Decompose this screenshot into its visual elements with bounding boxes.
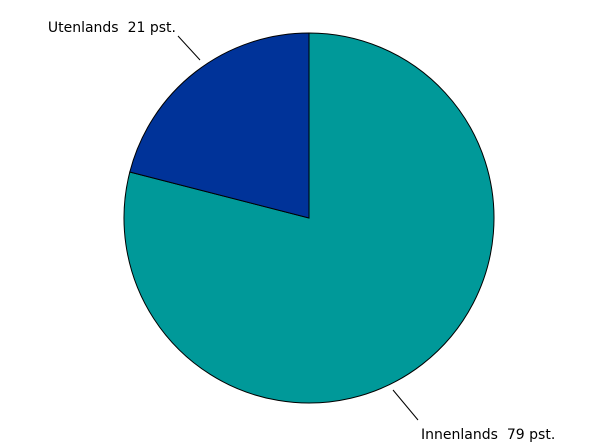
slice-label: Utenlands 21 pst.	[48, 20, 176, 36]
leader-line	[177, 35, 201, 61]
slice-label: Innenlands 79 pst.	[421, 427, 555, 443]
leader-line	[392, 389, 419, 421]
value-label: 21 pst.	[128, 20, 176, 36]
pie-slice	[129, 32, 310, 219]
value-label: 79 pst.	[507, 427, 555, 443]
category-label: Utenlands	[48, 20, 119, 36]
category-label: Innenlands	[421, 427, 498, 443]
